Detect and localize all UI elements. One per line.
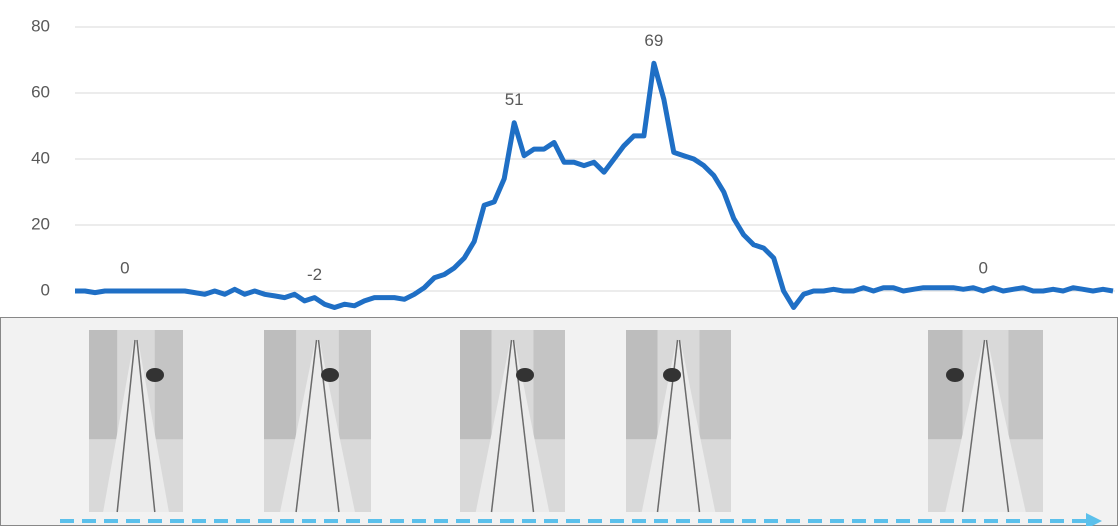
data-label: 51 bbox=[505, 90, 524, 109]
horse bbox=[146, 368, 164, 382]
horse bbox=[516, 368, 534, 382]
horse bbox=[946, 368, 964, 382]
y-tick-label: 60 bbox=[31, 82, 50, 101]
thumbnails bbox=[89, 330, 1043, 513]
rail bbox=[295, 339, 318, 513]
rail bbox=[116, 339, 136, 513]
data-label: 69 bbox=[644, 31, 663, 50]
horse bbox=[663, 368, 681, 382]
rail bbox=[317, 339, 340, 513]
thumbnail bbox=[264, 330, 371, 513]
horse bbox=[321, 368, 339, 382]
arrow-head bbox=[1086, 513, 1102, 526]
thumbnail bbox=[626, 330, 731, 513]
y-tick-label: 80 bbox=[31, 16, 50, 35]
rail bbox=[961, 339, 986, 513]
thumb-trees-right bbox=[699, 330, 731, 440]
y-tick-label: 20 bbox=[31, 214, 50, 233]
y-tick-label: 40 bbox=[31, 148, 50, 167]
thumb-track bbox=[641, 340, 716, 512]
y-tick-label: 0 bbox=[41, 280, 50, 299]
rail bbox=[490, 339, 513, 513]
data-label: 0 bbox=[979, 258, 988, 277]
thumb-trees-left bbox=[626, 330, 658, 440]
thumbnail bbox=[460, 330, 565, 513]
thumb-trees-left bbox=[89, 330, 118, 440]
thumb-trees-left bbox=[264, 330, 297, 440]
thumb-track bbox=[475, 340, 550, 512]
thumbnail bbox=[928, 330, 1043, 513]
rail bbox=[985, 339, 1010, 513]
rail bbox=[678, 339, 701, 513]
thumb-trees-left bbox=[928, 330, 963, 440]
rail bbox=[512, 339, 535, 513]
thumbnail bbox=[89, 330, 183, 513]
thumb-track bbox=[945, 340, 1026, 512]
data-label: 0 bbox=[120, 258, 129, 277]
thumb-trees-left bbox=[460, 330, 492, 440]
data-line bbox=[75, 60, 1114, 310]
thumb-track bbox=[103, 340, 169, 512]
data-label: -2 bbox=[307, 265, 322, 284]
thumb-trees-right bbox=[533, 330, 565, 440]
rail bbox=[136, 339, 156, 513]
thumb-trees-right bbox=[1008, 330, 1043, 440]
thumb-trees-right bbox=[154, 330, 183, 440]
thumb-trees-right bbox=[338, 330, 371, 440]
thumb-track bbox=[280, 340, 355, 512]
